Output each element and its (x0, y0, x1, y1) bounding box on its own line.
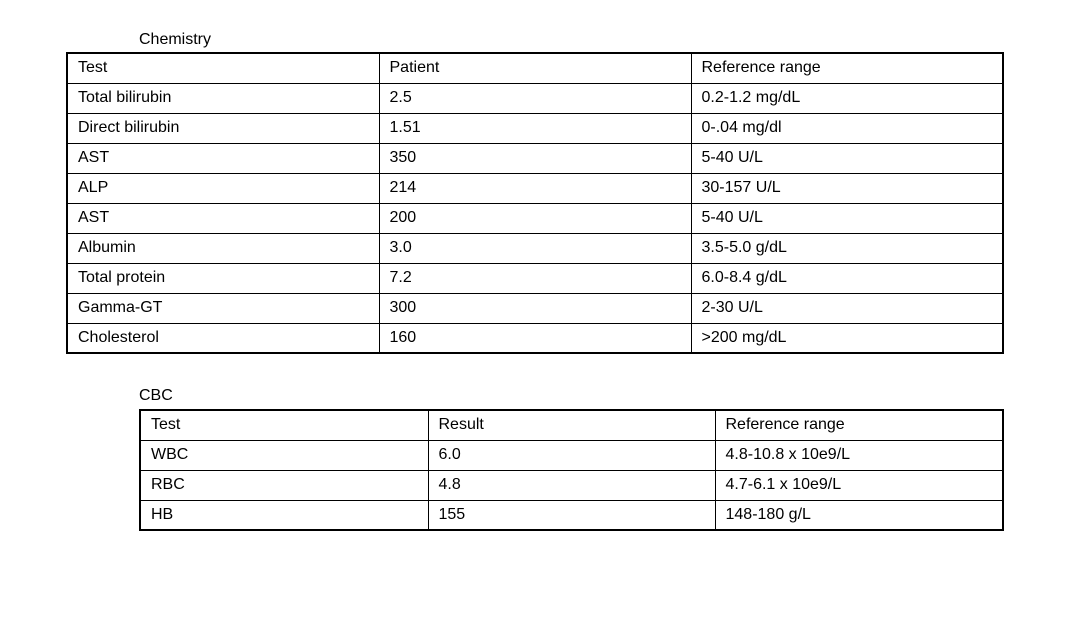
chemistry-table: Test Patient Reference range Total bilir… (66, 52, 1004, 354)
table-row: Albumin 3.0 3.5-5.0 g/dL (66, 232, 1004, 264)
table-row: Gamma-GT 300 2-30 U/L (66, 292, 1004, 324)
table-cell: 160 (378, 322, 692, 354)
table-cell: Gamma-GT (66, 292, 380, 324)
table-row: ALP 214 30-157 U/L (66, 172, 1004, 204)
table-cell: 300 (378, 292, 692, 324)
chemistry-table-title: Chemistry (139, 31, 212, 48)
cbc-header-row: Test Result Reference range (139, 409, 1004, 441)
table-cell: AST (66, 142, 380, 174)
table-cell: 148-180 g/L (714, 499, 1004, 531)
table-cell: 1.51 (378, 112, 692, 144)
table-cell: 6.0 (427, 439, 716, 471)
table-cell: 5-40 U/L (690, 142, 1004, 174)
table-cell: 30-157 U/L (690, 172, 1004, 204)
table-cell: Cholesterol (66, 322, 380, 354)
cbc-table: Test Result Reference range WBC 6.0 4.8-10… (139, 409, 1004, 531)
table-cell: Albumin (66, 232, 380, 264)
table-cell: 4.8 (427, 469, 716, 501)
chemistry-column-header-test: Test (66, 52, 380, 84)
table-cell: ALP (66, 172, 380, 204)
table-row: WBC 6.0 4.8-10.8 x 10e9/L (139, 439, 1004, 471)
table-cell: 3.5-5.0 g/dL (690, 232, 1004, 264)
table-cell: >200 mg/dL (690, 322, 1004, 354)
table-row: HB 155 148-180 g/L (139, 499, 1004, 531)
table-cell: 7.2 (378, 262, 692, 294)
table-cell: 200 (378, 202, 692, 234)
chemistry-header-row: Test Patient Reference range (66, 52, 1004, 84)
table-cell: RBC (139, 469, 429, 501)
table-cell: 350 (378, 142, 692, 174)
table-cell: 3.0 (378, 232, 692, 264)
table-row: AST 200 5-40 U/L (66, 202, 1004, 234)
table-cell: 6.0-8.4 g/dL (690, 262, 1004, 294)
cbc-table-title: CBC (139, 387, 173, 404)
table-cell: 2.5 (378, 82, 692, 114)
table-row: RBC 4.8 4.7-6.1 x 10e9/L (139, 469, 1004, 501)
table-cell: 0.2-1.2 mg/dL (690, 82, 1004, 114)
cbc-column-header-reference-range: Reference range (714, 409, 1004, 441)
table-cell: WBC (139, 439, 429, 471)
table-cell: 4.8-10.8 x 10e9/L (714, 439, 1004, 471)
table-row: Direct bilirubin 1.51 0-.04 mg/dl (66, 112, 1004, 144)
table-cell: 214 (378, 172, 692, 204)
table-cell: 4.7-6.1 x 10e9/L (714, 469, 1004, 501)
chemistry-column-header-patient: Patient (378, 52, 692, 84)
table-cell: AST (66, 202, 380, 234)
table-cell: HB (139, 499, 429, 531)
table-cell: Direct bilirubin (66, 112, 380, 144)
table-row: Total protein 7.2 6.0-8.4 g/dL (66, 262, 1004, 294)
table-cell: 5-40 U/L (690, 202, 1004, 234)
table-cell: 155 (427, 499, 716, 531)
table-cell: 0-.04 mg/dl (690, 112, 1004, 144)
table-cell: 2-30 U/L (690, 292, 1004, 324)
table-row: Cholesterol 160 >200 mg/dL (66, 322, 1004, 354)
table-cell: Total bilirubin (66, 82, 380, 114)
cbc-column-header-result: Result (427, 409, 716, 441)
chemistry-column-header-reference-range: Reference range (690, 52, 1004, 84)
table-cell: Total protein (66, 262, 380, 294)
cbc-column-header-test: Test (139, 409, 429, 441)
table-row: Total bilirubin 2.5 0.2-1.2 mg/dL (66, 82, 1004, 114)
table-row: AST 350 5-40 U/L (66, 142, 1004, 174)
